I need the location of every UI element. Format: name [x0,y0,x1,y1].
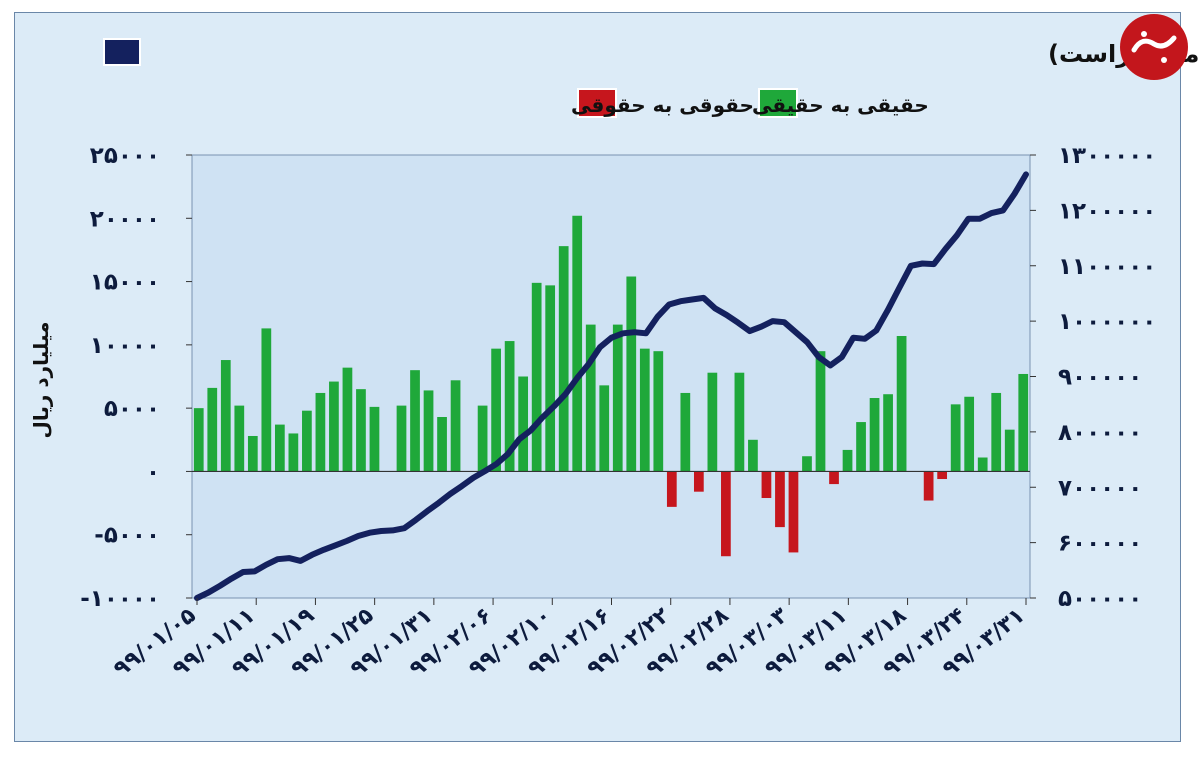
index-line [194,171,1029,601]
right-tick-label: ۱۲۰۰۰۰۰ [1058,198,1156,224]
bar-real-to-real [247,435,258,472]
bar-real-to-real [491,348,501,472]
bar-real-to-real [531,282,542,472]
bar-legal-to-legal [788,471,799,553]
brand-logo [1120,14,1188,80]
right-tick-label: ۱۳۰۰۰۰۰ [1058,143,1156,169]
legend-swatch-red [577,88,617,118]
legend-swatch-index [103,38,141,66]
legend-label-green: حقیقی به حقیقی [752,93,929,117]
bar-real-to-real [450,380,461,472]
bar-real-to-real [991,392,1002,472]
left-axis-label: میلیارد ریال [29,321,53,438]
bar-real-to-real [504,341,515,472]
bar-legal-to-legal [721,471,731,557]
bar-legal-to-legal [829,471,839,485]
bar-real-to-real [207,387,218,472]
bar-real-to-real [653,351,664,472]
left-tick-label: ۵۰۰۰ [104,396,160,422]
bar-real-to-real [639,348,650,472]
right-tick-label: ۱۱۰۰۰۰۰ [1058,254,1156,280]
bar-real-to-real [626,276,637,472]
bar-real-to-real [950,404,961,472]
bar-real-to-real [612,324,623,472]
bar-real-to-real [302,410,312,472]
left-tick-label: ۲۰۰۰۰ [90,206,160,232]
bar-real-to-real [748,439,758,472]
legend-label-red: حقوقی به حقوقی [571,93,754,117]
bar-real-to-real [883,394,893,472]
bar-real-to-real [261,328,272,472]
right-tick-label: ۷۰۰۰۰۰ [1058,475,1142,501]
left-tick-label: ۱۵۰۰۰ [90,270,160,296]
bar-real-to-real [599,385,610,472]
bar-real-to-real [558,246,569,472]
bar-real-to-real [680,392,691,472]
bar-real-to-real [477,405,488,472]
bar-real-to-real [220,360,231,472]
bar-legal-to-legal [923,471,934,501]
bar-real-to-real [193,408,204,472]
right-tick-label: ۱۰۰۰۰۰۰ [1058,309,1156,335]
bar-legal-to-legal [761,471,772,499]
bar-real-to-real [342,367,353,472]
bar-legal-to-legal [937,471,948,480]
bar-legal-to-legal [693,471,704,492]
bar-real-to-real [896,335,907,472]
right-tick-label: ۶۰۰۰۰۰ [1058,531,1142,557]
legend-swatch-green [758,88,798,118]
bar-real-to-real [572,215,583,472]
bar-real-to-real [396,405,407,472]
bar-real-to-real [410,370,420,472]
left-axis-ticks: -۱۰۰۰۰ -۵۰۰۰ ۰ ۵۰۰۰ ۱۰۰۰۰ ۱۵۰۰۰ ۲۰۰۰۰ ۲۵۰۰۰ [80,143,192,612]
bar-real-to-real [734,372,745,472]
bar-real-to-real [815,351,826,472]
bar-real-to-real [802,456,812,472]
bar-real-to-real [1018,373,1029,472]
bar-real-to-real [329,381,339,472]
bars [193,215,1029,557]
left-tick-label: ۰ [146,459,160,485]
bar-real-to-real [869,398,880,472]
right-axis-ticks: ۵۰۰۰۰۰ ۶۰۰۰۰۰ ۷۰۰۰۰۰ ۸۰۰۰۰۰ ۹۰۰۰۰۰ ۱۰۰۰۰۰۰ ۱۱۰… [1030,143,1156,612]
bar-real-to-real [369,406,380,472]
bar-real-to-real [964,396,975,472]
right-tick-label: ۸۰۰۰۰۰ [1058,420,1142,446]
left-tick-label: ۱۰۰۰۰ [90,333,160,359]
bar-legal-to-legal [775,471,785,528]
bar-real-to-real [423,390,434,472]
bar-real-to-real [315,392,326,472]
bar-real-to-real [518,376,529,472]
bar-real-to-real [707,372,718,472]
left-tick-label: -۵۰۰۰ [94,523,160,549]
bar-real-to-real [437,417,447,472]
bar-real-to-real [234,405,245,472]
x-axis-ticks: ۹۹/۰۱/۰۵۹۹/۰۱/۱۱۹۹/۰۱/۱۹۹۹/۰۱/۲۵۹۹/۰۱/۳۱… [109,598,1030,682]
bar-real-to-real [288,433,299,472]
right-tick-label: ۹۰۰۰۰۰ [1058,365,1142,391]
right-tick-label: ۵۰۰۰۰۰ [1058,586,1142,612]
bar-real-to-real [842,449,853,472]
bar-real-to-real [585,324,596,472]
bar-real-to-real [977,457,988,472]
bar-real-to-real [356,389,366,472]
plot-area [191,154,1031,599]
bar-real-to-real [856,422,866,472]
bar-legal-to-legal [666,471,677,507]
bar-real-to-real [545,285,556,472]
left-tick-label: -۱۰۰۰۰ [80,586,160,612]
bar-real-to-real [1004,429,1015,472]
left-tick-label: ۲۵۰۰۰ [90,143,160,169]
bar-real-to-real [274,424,285,472]
